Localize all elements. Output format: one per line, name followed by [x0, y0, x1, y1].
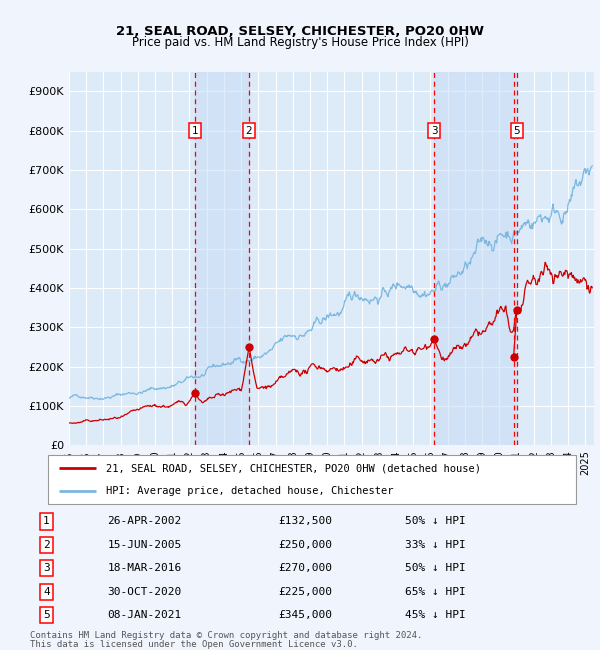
FancyBboxPatch shape — [48, 455, 576, 504]
Text: 08-JAN-2021: 08-JAN-2021 — [107, 610, 182, 620]
Text: 1: 1 — [43, 517, 50, 526]
Text: 18-MAR-2016: 18-MAR-2016 — [107, 564, 182, 573]
Text: £250,000: £250,000 — [278, 540, 332, 550]
Text: 33% ↓ HPI: 33% ↓ HPI — [406, 540, 466, 550]
Text: 21, SEAL ROAD, SELSEY, CHICHESTER, PO20 0HW (detached house): 21, SEAL ROAD, SELSEY, CHICHESTER, PO20 … — [106, 463, 481, 473]
Text: 3: 3 — [43, 564, 50, 573]
Text: 45% ↓ HPI: 45% ↓ HPI — [406, 610, 466, 620]
Text: 65% ↓ HPI: 65% ↓ HPI — [406, 587, 466, 597]
Text: This data is licensed under the Open Government Licence v3.0.: This data is licensed under the Open Gov… — [30, 640, 358, 649]
Text: HPI: Average price, detached house, Chichester: HPI: Average price, detached house, Chic… — [106, 486, 394, 495]
Text: £225,000: £225,000 — [278, 587, 332, 597]
Text: 2: 2 — [43, 540, 50, 550]
Text: 30-OCT-2020: 30-OCT-2020 — [107, 587, 182, 597]
Text: 5: 5 — [514, 125, 520, 135]
Text: Price paid vs. HM Land Registry's House Price Index (HPI): Price paid vs. HM Land Registry's House … — [131, 36, 469, 49]
Bar — [195, 72, 249, 445]
Text: 15-JUN-2005: 15-JUN-2005 — [107, 540, 182, 550]
Text: 2: 2 — [245, 125, 252, 135]
Bar — [434, 72, 517, 445]
Text: £270,000: £270,000 — [278, 564, 332, 573]
Text: £132,500: £132,500 — [278, 517, 332, 526]
Text: 50% ↓ HPI: 50% ↓ HPI — [406, 517, 466, 526]
Text: Contains HM Land Registry data © Crown copyright and database right 2024.: Contains HM Land Registry data © Crown c… — [30, 630, 422, 640]
Text: 5: 5 — [43, 610, 50, 620]
Text: £345,000: £345,000 — [278, 610, 332, 620]
Text: 26-APR-2002: 26-APR-2002 — [107, 517, 182, 526]
Text: 4: 4 — [43, 587, 50, 597]
Text: 1: 1 — [191, 125, 199, 135]
Text: 50% ↓ HPI: 50% ↓ HPI — [406, 564, 466, 573]
Text: 3: 3 — [431, 125, 437, 135]
Text: 21, SEAL ROAD, SELSEY, CHICHESTER, PO20 0HW: 21, SEAL ROAD, SELSEY, CHICHESTER, PO20 … — [116, 25, 484, 38]
